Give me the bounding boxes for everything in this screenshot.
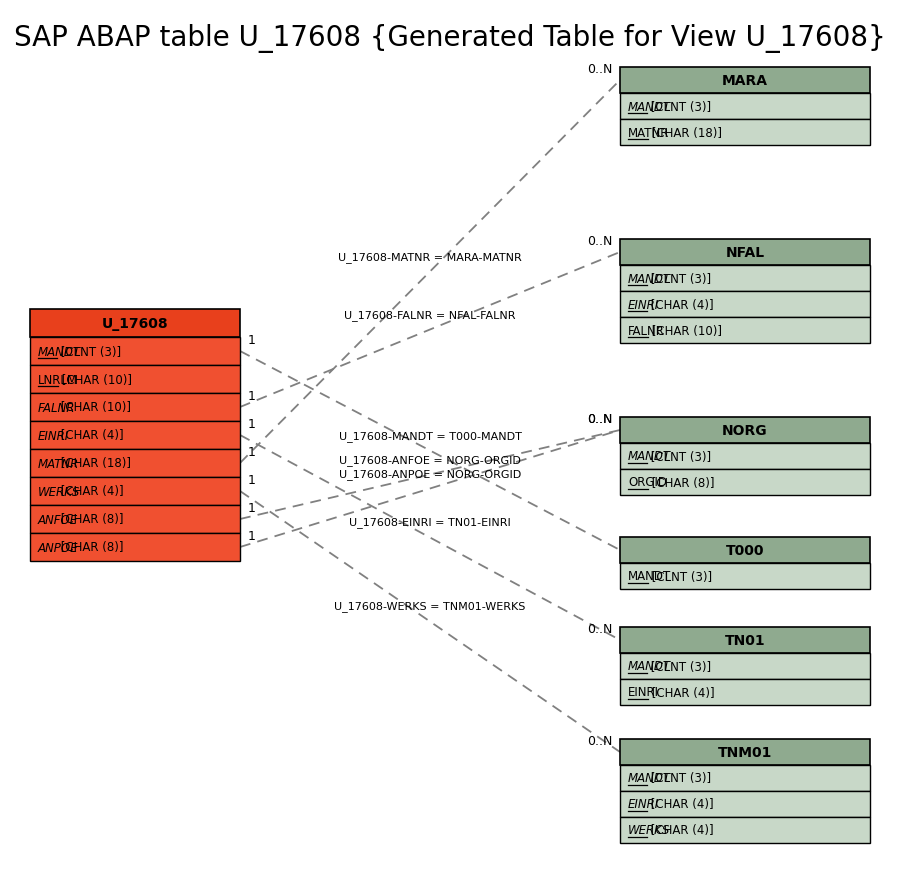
Text: 0..N: 0..N: [587, 235, 612, 248]
Text: [CHAR (4)]: [CHAR (4)]: [647, 823, 714, 837]
Bar: [620, 443, 870, 469]
Bar: [30, 422, 240, 450]
Bar: [30, 477, 240, 505]
Text: 1: 1: [248, 390, 256, 402]
Bar: [620, 291, 870, 317]
Text: 0..N: 0..N: [587, 412, 612, 426]
Text: U_17608-FALNR = NFAL-FALNR: U_17608-FALNR = NFAL-FALNR: [344, 309, 516, 320]
Text: MATNR: MATNR: [628, 126, 670, 139]
Text: ORGID: ORGID: [628, 476, 667, 489]
Bar: [30, 534, 240, 561]
Text: [CLNT (3)]: [CLNT (3)]: [647, 772, 711, 785]
Text: U_17608-ANPOE = NORG-ORGID: U_17608-ANPOE = NORG-ORGID: [339, 468, 521, 479]
Text: 1: 1: [248, 333, 256, 347]
Bar: [30, 450, 240, 477]
Text: [CHAR (8)]: [CHAR (8)]: [58, 541, 124, 554]
Text: U_17608-ANFOE = NORG-ORGID: U_17608-ANFOE = NORG-ORGID: [339, 454, 521, 465]
Text: EINRI: EINRI: [38, 429, 69, 442]
Text: MANDT: MANDT: [628, 660, 671, 673]
Text: EINRI: EINRI: [628, 299, 659, 311]
Text: [CLNT (3)]: [CLNT (3)]: [647, 450, 711, 463]
Bar: [620, 68, 870, 94]
Text: FALNR: FALNR: [38, 401, 76, 414]
Text: [CHAR (4)]: [CHAR (4)]: [58, 485, 124, 498]
Text: [CHAR (4)]: [CHAR (4)]: [648, 686, 715, 699]
Text: TN01: TN01: [725, 633, 765, 647]
Text: 1: 1: [248, 417, 256, 431]
Bar: [620, 120, 870, 146]
Text: NORG: NORG: [722, 424, 768, 437]
Bar: [620, 469, 870, 495]
Text: FALNR: FALNR: [628, 325, 665, 337]
Bar: [620, 266, 870, 291]
Bar: [620, 628, 870, 654]
Text: 1: 1: [248, 502, 256, 514]
Bar: [620, 817, 870, 843]
Text: [CHAR (18)]: [CHAR (18)]: [58, 457, 131, 470]
Text: MATNR: MATNR: [38, 457, 79, 470]
Text: [CHAR (4)]: [CHAR (4)]: [58, 429, 124, 442]
Text: [CHAR (4)]: [CHAR (4)]: [647, 797, 714, 811]
Bar: [620, 654, 870, 679]
Bar: [620, 417, 870, 443]
Text: 1: 1: [248, 445, 256, 459]
Bar: [620, 317, 870, 343]
Text: [CHAR (8)]: [CHAR (8)]: [58, 513, 124, 526]
Bar: [620, 765, 870, 791]
Bar: [620, 563, 870, 589]
Text: 0..N: 0..N: [587, 622, 612, 636]
Bar: [30, 393, 240, 422]
Text: [CLNT (3)]: [CLNT (3)]: [647, 272, 711, 285]
Text: [CHAR (8)]: [CHAR (8)]: [648, 476, 715, 489]
Text: MANDT: MANDT: [628, 450, 671, 463]
Text: WERKS: WERKS: [628, 823, 671, 837]
Bar: [620, 537, 870, 563]
Text: MANDT: MANDT: [628, 772, 671, 785]
Text: ANFOE: ANFOE: [38, 513, 78, 526]
Text: SAP ABAP table U_17608 {Generated Table for View U_17608}: SAP ABAP table U_17608 {Generated Table …: [13, 23, 886, 53]
Text: [CHAR (10)]: [CHAR (10)]: [58, 373, 132, 386]
Text: [CHAR (18)]: [CHAR (18)]: [648, 126, 722, 139]
Text: EINRI: EINRI: [628, 797, 659, 811]
Text: MANDT: MANDT: [628, 272, 671, 285]
Text: [CHAR (10)]: [CHAR (10)]: [58, 401, 131, 414]
Text: [CLNT (3)]: [CLNT (3)]: [647, 660, 711, 673]
Text: U_17608-MANDT = T000-MANDT: U_17608-MANDT = T000-MANDT: [339, 430, 521, 441]
Text: 0..N: 0..N: [587, 734, 612, 747]
Text: ANPOE: ANPOE: [38, 541, 78, 554]
Bar: [620, 791, 870, 817]
Text: U_17608-WERKS = TNM01-WERKS: U_17608-WERKS = TNM01-WERKS: [334, 601, 526, 611]
Text: MANDT: MANDT: [38, 345, 81, 358]
Text: MARA: MARA: [722, 74, 768, 88]
Bar: [30, 338, 240, 366]
Text: [CLNT (3)]: [CLNT (3)]: [648, 569, 712, 583]
Text: TNM01: TNM01: [717, 746, 772, 759]
Text: [CLNT (3)]: [CLNT (3)]: [58, 345, 121, 358]
Text: [CHAR (4)]: [CHAR (4)]: [647, 299, 714, 311]
Text: 0..N: 0..N: [587, 63, 612, 76]
Text: U_17608: U_17608: [102, 316, 168, 331]
Text: U_17608-MATNR = MARA-MATNR: U_17608-MATNR = MARA-MATNR: [338, 251, 522, 262]
Text: EINRI: EINRI: [628, 686, 659, 699]
Text: 1: 1: [248, 529, 256, 543]
Bar: [30, 505, 240, 534]
Text: WERKS: WERKS: [38, 485, 80, 498]
Text: [CLNT (3)]: [CLNT (3)]: [647, 100, 711, 114]
Bar: [30, 366, 240, 393]
Text: NFAL: NFAL: [725, 246, 764, 260]
Text: MANDT: MANDT: [628, 569, 672, 583]
Text: [CHAR (10)]: [CHAR (10)]: [648, 325, 722, 337]
Bar: [620, 679, 870, 705]
Bar: [620, 739, 870, 765]
Text: 1: 1: [248, 474, 256, 486]
Text: LNRLM: LNRLM: [38, 373, 78, 386]
Text: MANDT: MANDT: [628, 100, 671, 114]
Text: 0..N: 0..N: [587, 412, 612, 426]
Bar: [620, 94, 870, 120]
Text: T000: T000: [725, 544, 764, 557]
Bar: [30, 309, 240, 338]
Bar: [620, 240, 870, 266]
Text: U_17608-EINRI = TN01-EINRI: U_17608-EINRI = TN01-EINRI: [349, 517, 511, 528]
